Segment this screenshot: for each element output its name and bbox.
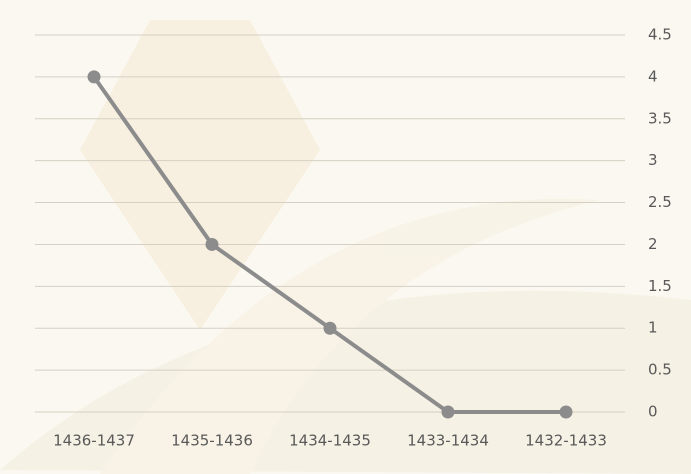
marker [324, 322, 337, 335]
y-tick-label: 0 [648, 403, 658, 421]
y-tick-label: 1 [648, 319, 658, 337]
x-tick-label: 1434-1435 [289, 432, 371, 450]
y-tick-label: 3 [648, 151, 658, 169]
y-tick-label: 2 [648, 235, 658, 253]
y-tick-label: 4.5 [648, 26, 672, 44]
y-tick-label: 1.5 [648, 277, 672, 295]
y-tick-label: 0.5 [648, 361, 672, 379]
x-tick-label: 1436-1437 [53, 432, 135, 450]
marker [88, 70, 101, 83]
x-tick-label: 1433-1434 [407, 432, 489, 450]
chart: 0 0.5 1 1.5 2 2.5 3 3.5 4 4.5 1436-1437 1435-1436 14… [0, 0, 691, 474]
marker [442, 406, 455, 419]
marker [560, 406, 573, 419]
x-tick-label: 1435-1436 [171, 432, 253, 450]
x-tick-label: 1432-1433 [525, 432, 607, 450]
y-tick-label: 3.5 [648, 109, 672, 127]
marker [206, 238, 219, 251]
y-tick-label: 2.5 [648, 193, 672, 211]
y-tick-label: 4 [648, 67, 658, 85]
